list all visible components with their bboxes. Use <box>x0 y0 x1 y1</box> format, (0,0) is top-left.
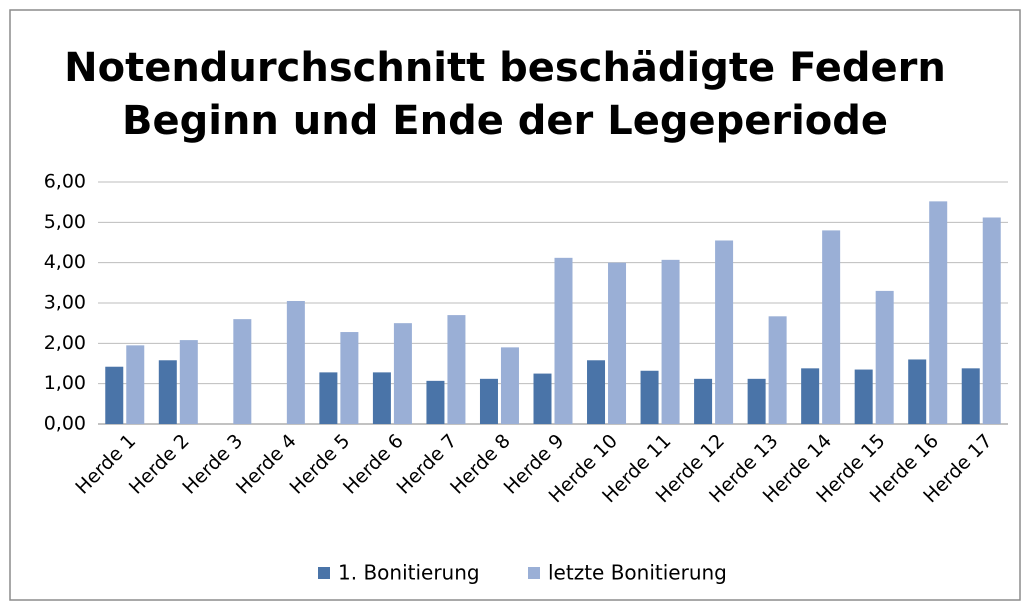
y-tick-label: 6,00 <box>44 171 86 193</box>
bar <box>961 368 980 424</box>
y-tick-label: 2,00 <box>44 332 86 354</box>
bar <box>854 369 873 424</box>
y-tick-label: 5,00 <box>44 211 86 233</box>
bar <box>286 300 305 424</box>
chart-border <box>9 9 1021 601</box>
y-tick-label: 3,00 <box>44 292 86 314</box>
bar <box>608 262 627 424</box>
bar <box>875 290 894 424</box>
bar <box>822 230 841 424</box>
bar <box>372 372 391 424</box>
y-tick-label: 0,00 <box>44 413 86 435</box>
bar <box>447 315 466 424</box>
legend-swatch <box>528 567 540 579</box>
bar <box>554 257 573 424</box>
bar <box>533 373 552 424</box>
bar <box>694 378 713 424</box>
bar <box>747 378 766 424</box>
bar <box>587 360 606 424</box>
y-tick-label: 1,00 <box>44 372 86 394</box>
bar <box>640 370 659 424</box>
bar <box>393 323 412 424</box>
bar <box>479 378 498 424</box>
bar <box>319 372 338 424</box>
bar <box>929 201 948 424</box>
bar <box>982 217 1001 424</box>
bar <box>126 345 145 424</box>
bar <box>426 380 445 424</box>
bar <box>908 359 927 424</box>
bar <box>715 240 734 424</box>
bar <box>233 319 252 424</box>
legend-label: letzte Bonitierung <box>548 561 727 585</box>
bar <box>340 332 359 424</box>
chart-title: Notendurchschnitt beschädigte Federn <box>64 45 946 91</box>
bar <box>661 259 680 424</box>
bar <box>158 360 177 424</box>
legend-swatch <box>318 567 330 579</box>
bar <box>768 316 787 424</box>
bar <box>500 347 519 424</box>
bar <box>179 340 198 424</box>
legend-label: 1. Bonitierung <box>338 561 480 585</box>
bar <box>105 366 124 424</box>
y-tick-label: 4,00 <box>44 251 86 273</box>
chart-title: Beginn und Ende der Legeperiode <box>122 98 888 144</box>
bar <box>801 368 820 424</box>
